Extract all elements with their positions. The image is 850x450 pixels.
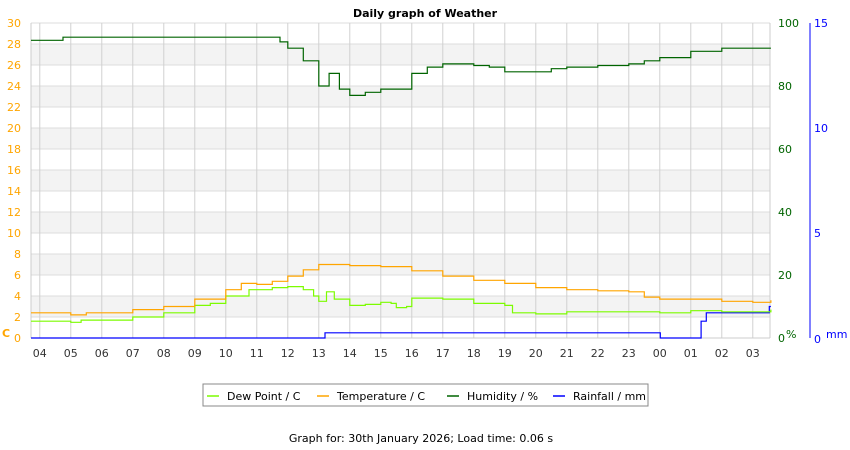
y-tick-label-rain: 0 <box>814 333 821 346</box>
y-unit-left: C <box>2 327 10 340</box>
x-tick-label: 04 <box>33 347 47 360</box>
grid-band <box>31 128 770 149</box>
legend-item: Rainfall / mm <box>573 390 646 403</box>
footer-text: Graph for: 30th January 2026; Load time:… <box>289 432 553 445</box>
y-tick-label-left: 28 <box>7 38 21 51</box>
grid-band <box>31 212 770 233</box>
legend-item: Temperature / C <box>336 390 425 403</box>
grid-band <box>31 254 770 275</box>
x-tick-label: 18 <box>467 347 481 360</box>
y-tick-label-rain: 5 <box>814 227 821 240</box>
series-line-rainfall <box>31 305 771 339</box>
x-tick-label: 11 <box>250 347 264 360</box>
y-tick-label-left: 8 <box>14 248 21 261</box>
x-tick-label: 23 <box>622 347 636 360</box>
x-tick-label: 06 <box>95 347 109 360</box>
grid-band <box>31 296 770 317</box>
legend-item: Dew Point / C <box>227 390 301 403</box>
x-tick-label: 17 <box>436 347 450 360</box>
y-tick-label-humidity: 20 <box>778 269 792 282</box>
x-tick-label: 14 <box>343 347 357 360</box>
y-unit-humidity: % <box>786 328 796 341</box>
x-tick-label: 19 <box>498 347 512 360</box>
y-tick-label-left: 2 <box>14 311 21 324</box>
x-tick-label: 15 <box>374 347 388 360</box>
x-tick-label: 13 <box>312 347 326 360</box>
x-tick-label: 02 <box>715 347 729 360</box>
y-tick-label-left: 16 <box>7 164 21 177</box>
y-tick-label-rain: 15 <box>814 17 828 30</box>
y-tick-label-left: 10 <box>7 227 21 240</box>
legend-item: Humidity / % <box>467 390 538 403</box>
y-tick-label-humidity: 100 <box>778 17 799 30</box>
x-tick-label: 03 <box>746 347 760 360</box>
y-tick-label-rain: 10 <box>814 122 828 135</box>
y-unit-rain: mm <box>826 328 847 341</box>
series-line-humidity <box>31 36 771 96</box>
x-tick-label: 16 <box>405 347 419 360</box>
y-tick-label-left: 22 <box>7 101 21 114</box>
y-tick-label-left: 30 <box>7 17 21 30</box>
y-tick-label-humidity: 0 <box>778 332 785 345</box>
y-tick-label-left: 0 <box>14 332 21 345</box>
y-tick-label-left: 14 <box>7 185 21 198</box>
y-tick-label-left: 18 <box>7 143 21 156</box>
y-tick-label-humidity: 40 <box>778 206 792 219</box>
chart-title: Daily graph of Weather <box>353 7 498 20</box>
x-tick-label: 10 <box>219 347 233 360</box>
x-tick-label: 21 <box>560 347 574 360</box>
x-tick-label: 05 <box>64 347 78 360</box>
y-tick-label-left: 12 <box>7 206 21 219</box>
x-tick-label: 07 <box>126 347 140 360</box>
grid-band <box>31 170 770 191</box>
series-line-temperature <box>31 263 772 316</box>
x-tick-label: 12 <box>281 347 295 360</box>
y-tick-label-left: 20 <box>7 122 21 135</box>
grid-band <box>31 86 770 107</box>
x-tick-label: 22 <box>591 347 605 360</box>
x-tick-label: 01 <box>684 347 698 360</box>
grid-band <box>31 44 770 65</box>
y-tick-label-left: 26 <box>7 59 21 72</box>
x-tick-label: 08 <box>157 347 171 360</box>
y-tick-label-humidity: 80 <box>778 80 792 93</box>
series-line-dew <box>31 286 772 323</box>
y-tick-label-left: 4 <box>14 290 21 303</box>
x-tick-label: 00 <box>653 347 667 360</box>
y-tick-label-humidity: 60 <box>778 143 792 156</box>
x-tick-label: 09 <box>188 347 202 360</box>
y-tick-label-left: 6 <box>14 269 21 282</box>
x-tick-label: 20 <box>529 347 543 360</box>
legend: Dew Point / C Temperature / C Humidity / %… <box>202 383 649 407</box>
y-tick-label-left: 24 <box>7 80 21 93</box>
